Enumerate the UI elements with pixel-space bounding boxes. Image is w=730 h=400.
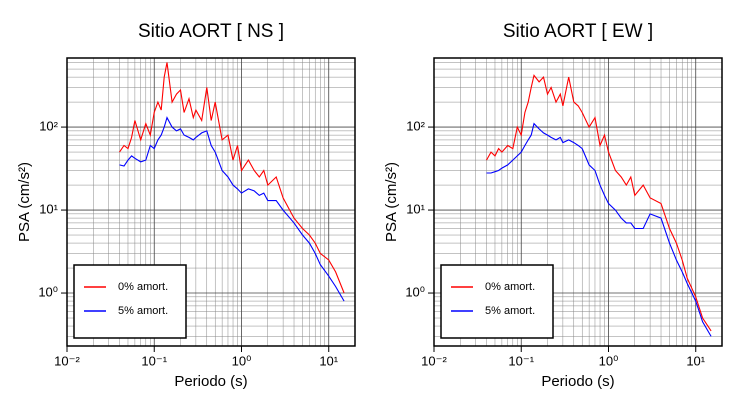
series-line [486, 122, 712, 337]
series-line [119, 62, 345, 294]
x-tick-label: 10⁻¹ [141, 353, 167, 368]
x-tick-label: 10¹ [319, 353, 338, 368]
chart-title: Sitio AORT [ NS ] [138, 21, 284, 42]
chart-title: Sitio AORT [ EW ] [503, 21, 653, 42]
series-line [119, 116, 345, 302]
y-tick-label: 10¹ [39, 201, 58, 216]
y-tick-label: 10¹ [406, 201, 425, 216]
x-tick-label: 10⁰ [232, 353, 252, 368]
series-line [486, 74, 712, 332]
x-tick-label: 10⁻¹ [508, 353, 534, 368]
x-axis-label: Periodo (s) [541, 373, 614, 390]
plot: 10⁻² 10⁻¹ 10⁰ 10¹ 10⁰ 10¹ 10² Sitio AORT [ NS ]… [16, 21, 356, 390]
x-tick-label: 10⁻² [54, 353, 80, 368]
legend-label: 0% amort. [485, 281, 535, 293]
plot-frame [66, 57, 356, 347]
legend-box [440, 264, 554, 339]
y-tick-label: 10⁰ [405, 284, 425, 299]
legend-label: 5% amort. [118, 305, 168, 317]
y-axis-label: PSA (cm/s²) [16, 162, 33, 242]
x-tick-label: 10¹ [686, 353, 705, 368]
y-axis-label: PSA (cm/s²) [383, 162, 400, 242]
x-tick-label: 10⁰ [599, 353, 619, 368]
plot-frame [433, 57, 723, 347]
legend-label: 5% amort. [485, 305, 535, 317]
y-tick-label: 10⁰ [38, 284, 58, 299]
x-axis-label: Periodo (s) [174, 373, 247, 390]
x-tick-label: 10⁻² [421, 353, 447, 368]
plot: 10⁻² 10⁻¹ 10⁰ 10¹ 10⁰ 10¹ 10² Sitio AORT [ EW ]… [383, 21, 723, 390]
y-tick-label: 10² [39, 119, 58, 134]
legend-label: 0% amort. [118, 281, 168, 293]
y-tick-label: 10² [406, 119, 425, 134]
legend-box [73, 264, 187, 339]
